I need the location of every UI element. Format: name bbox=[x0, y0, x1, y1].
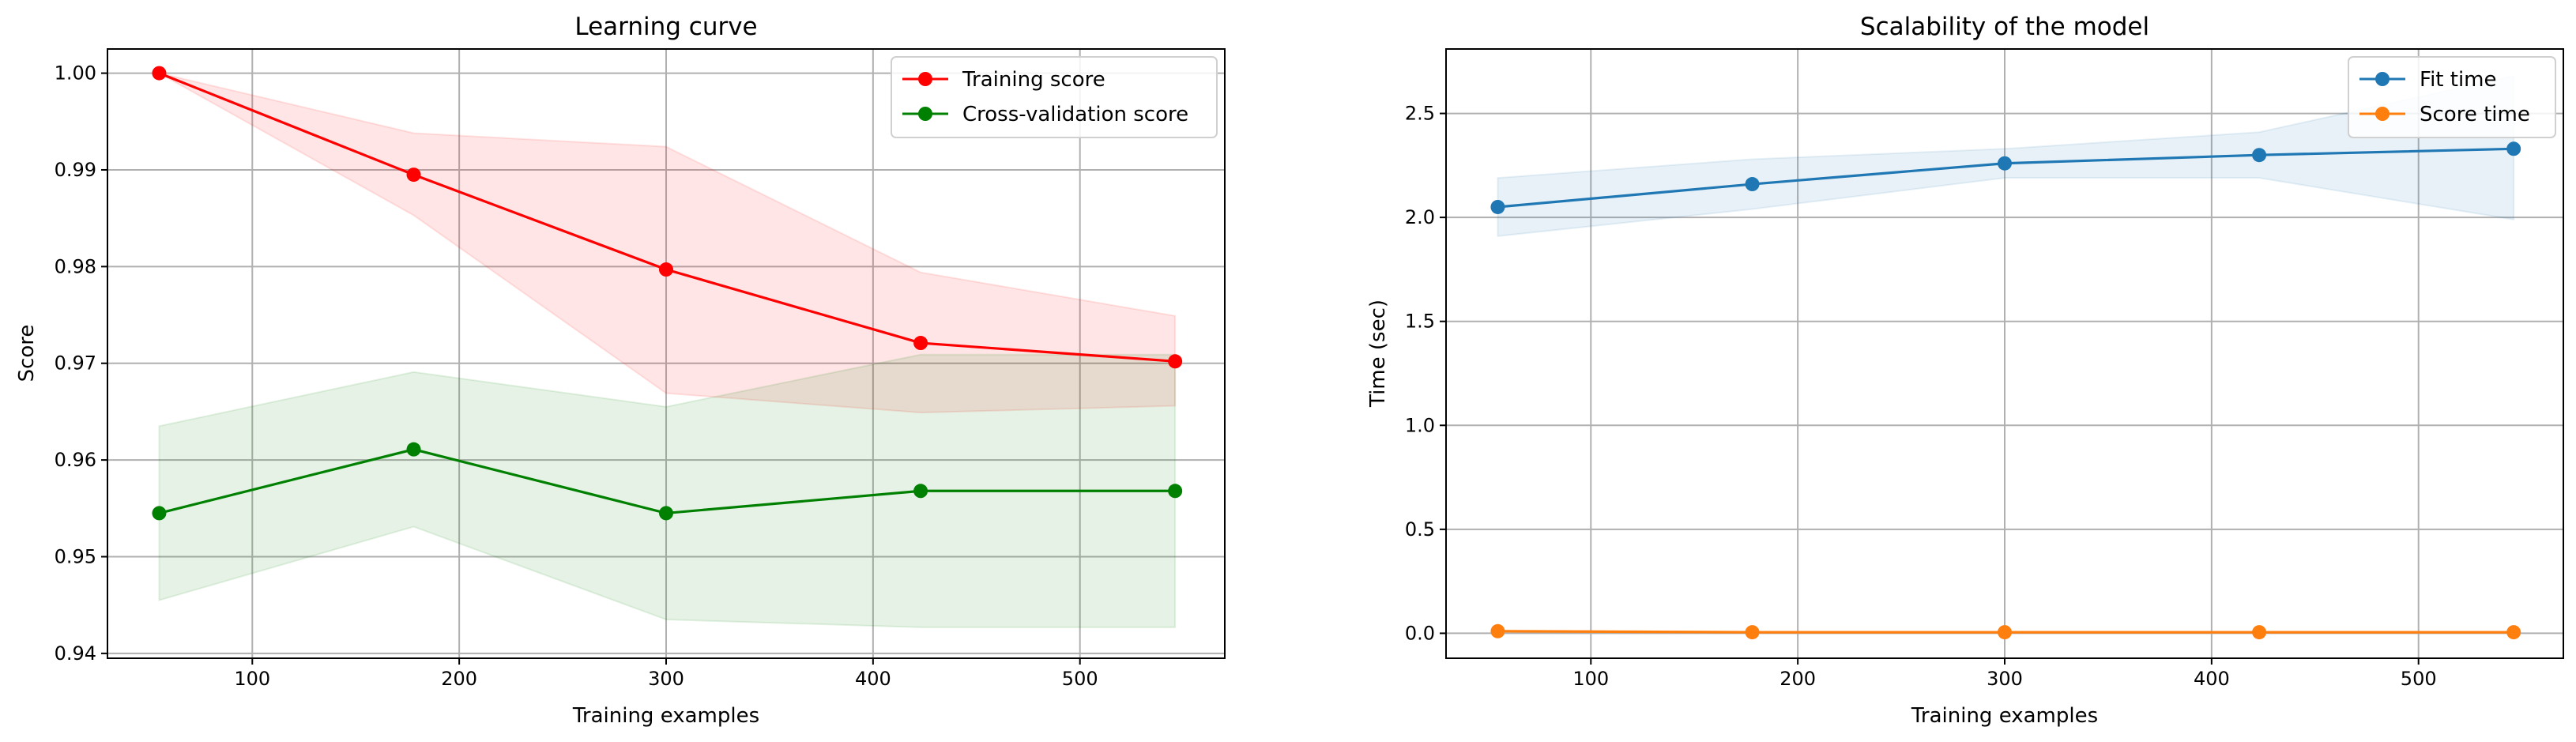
legend-training-score-label: Training score bbox=[962, 68, 1105, 92]
learning-curve-y-ticks: 0.94 0.95 0.96 0.97 0.98 0.99 1.00 bbox=[55, 62, 107, 665]
scalability-x-tick-label: 100 bbox=[1572, 668, 1609, 690]
legend-score-time-marker bbox=[2375, 107, 2390, 121]
scalability-x-tick-label: 500 bbox=[2401, 668, 2437, 690]
learning-curve-y-tick-label: 0.98 bbox=[55, 255, 96, 277]
cross-validation-score-point bbox=[1168, 484, 1183, 499]
scalability-legend-box bbox=[2348, 56, 2556, 138]
fit-time-point bbox=[2506, 141, 2521, 156]
score-time-point bbox=[2252, 625, 2267, 640]
learning-curve-y-tick-label: 0.97 bbox=[55, 352, 96, 375]
scalability-legend: Fit time Score time bbox=[2348, 56, 2556, 138]
score-time-point bbox=[1490, 623, 1505, 638]
fit-time-point bbox=[1490, 199, 1505, 214]
score-time-point bbox=[1998, 625, 2012, 640]
learning-curve-x-tick-label: 300 bbox=[648, 668, 684, 690]
cross-validation-score-point bbox=[406, 442, 421, 457]
learning-curve-y-axis-label: Score bbox=[15, 325, 39, 382]
learning-curve-title: Learning curve bbox=[574, 13, 757, 41]
fit-time-point bbox=[1745, 177, 1760, 192]
scalability-x-tick-label: 300 bbox=[1987, 668, 2023, 690]
learning-curve-y-tick-label: 0.94 bbox=[55, 642, 96, 665]
cross-validation-score-band bbox=[158, 353, 1177, 628]
fit-time-point bbox=[2252, 148, 2267, 163]
legend-fit-time-marker bbox=[2375, 72, 2390, 86]
scalability-chart: 100 200 300 400 500 0.0 0.5 1.0 1.5 2.0 2.5 Scala… bbox=[1366, 13, 2564, 728]
legend-cv-score-marker bbox=[918, 107, 932, 121]
fit-time-band bbox=[1497, 74, 2515, 237]
learning-curve-x-tick-label: 400 bbox=[855, 668, 891, 690]
learning-curve-x-axis-label: Training examples bbox=[572, 704, 759, 728]
training-score-point bbox=[659, 262, 673, 277]
learning-curve-y-tick-label: 0.95 bbox=[55, 546, 96, 568]
scalability-x-tick-label: 400 bbox=[2194, 668, 2230, 690]
scalability-y-tick-label: 2.0 bbox=[1405, 206, 1435, 228]
learning-curve-y-tick-label: 0.99 bbox=[55, 159, 96, 181]
learning-curve-x-tick-label: 200 bbox=[441, 668, 477, 690]
learning-curve-chart: 100 200 300 400 500 0.94 0.95 0.96 0.97 0.98 0.99… bbox=[15, 13, 1226, 728]
scalability-y-tick-label: 1.5 bbox=[1405, 311, 1435, 333]
learning-curve-x-tick-label: 100 bbox=[234, 668, 270, 690]
legend-training-score-marker bbox=[918, 72, 932, 86]
learning-curve-legend: Training score Cross-validation score bbox=[891, 56, 1218, 138]
cross-validation-score-point bbox=[913, 484, 928, 499]
scalability-y-tick-label: 1.0 bbox=[1405, 414, 1435, 436]
legend-fit-time-label: Fit time bbox=[2420, 68, 2497, 92]
fit-time-point bbox=[1998, 156, 2012, 171]
scalability-y-tick-label: 0.5 bbox=[1405, 518, 1435, 540]
learning-curve-x-ticks: 100 200 300 400 500 bbox=[234, 658, 1098, 690]
learning-curve-x-tick-label: 500 bbox=[1062, 668, 1098, 690]
training-score-point bbox=[1168, 354, 1183, 369]
scalability-title: Scalability of the model bbox=[1860, 13, 2149, 41]
training-score-point bbox=[406, 168, 421, 183]
learning-curve-y-tick-label: 1.00 bbox=[55, 62, 96, 85]
scalability-points bbox=[1490, 141, 2521, 640]
legend-cv-score-label: Cross-validation score bbox=[962, 103, 1188, 126]
score-time-point bbox=[1745, 625, 1760, 640]
training-score-point bbox=[913, 336, 928, 351]
score-time-point bbox=[2506, 625, 2521, 640]
scalability-y-tick-label: 0.0 bbox=[1405, 622, 1435, 644]
scalability-y-ticks: 0.0 0.5 1.0 1.5 2.0 2.5 bbox=[1405, 103, 1446, 644]
learning-curve-legend-box bbox=[891, 56, 1218, 138]
training-score-point bbox=[152, 66, 167, 81]
scalability-x-tick-label: 200 bbox=[1779, 668, 1816, 690]
learning-curve-y-tick-label: 0.96 bbox=[55, 449, 96, 471]
scalability-y-axis-label: Time (sec) bbox=[1366, 299, 1390, 408]
scalability-x-ticks: 100 200 300 400 500 bbox=[1572, 658, 2437, 690]
cross-validation-score-point bbox=[152, 506, 167, 521]
cross-validation-score-point bbox=[659, 506, 673, 521]
legend-score-time-label: Score time bbox=[2420, 103, 2530, 126]
scalability-x-axis-label: Training examples bbox=[1911, 704, 2098, 728]
scalability-y-tick-label: 2.5 bbox=[1405, 103, 1435, 125]
learning-curve-points bbox=[152, 66, 1183, 521]
